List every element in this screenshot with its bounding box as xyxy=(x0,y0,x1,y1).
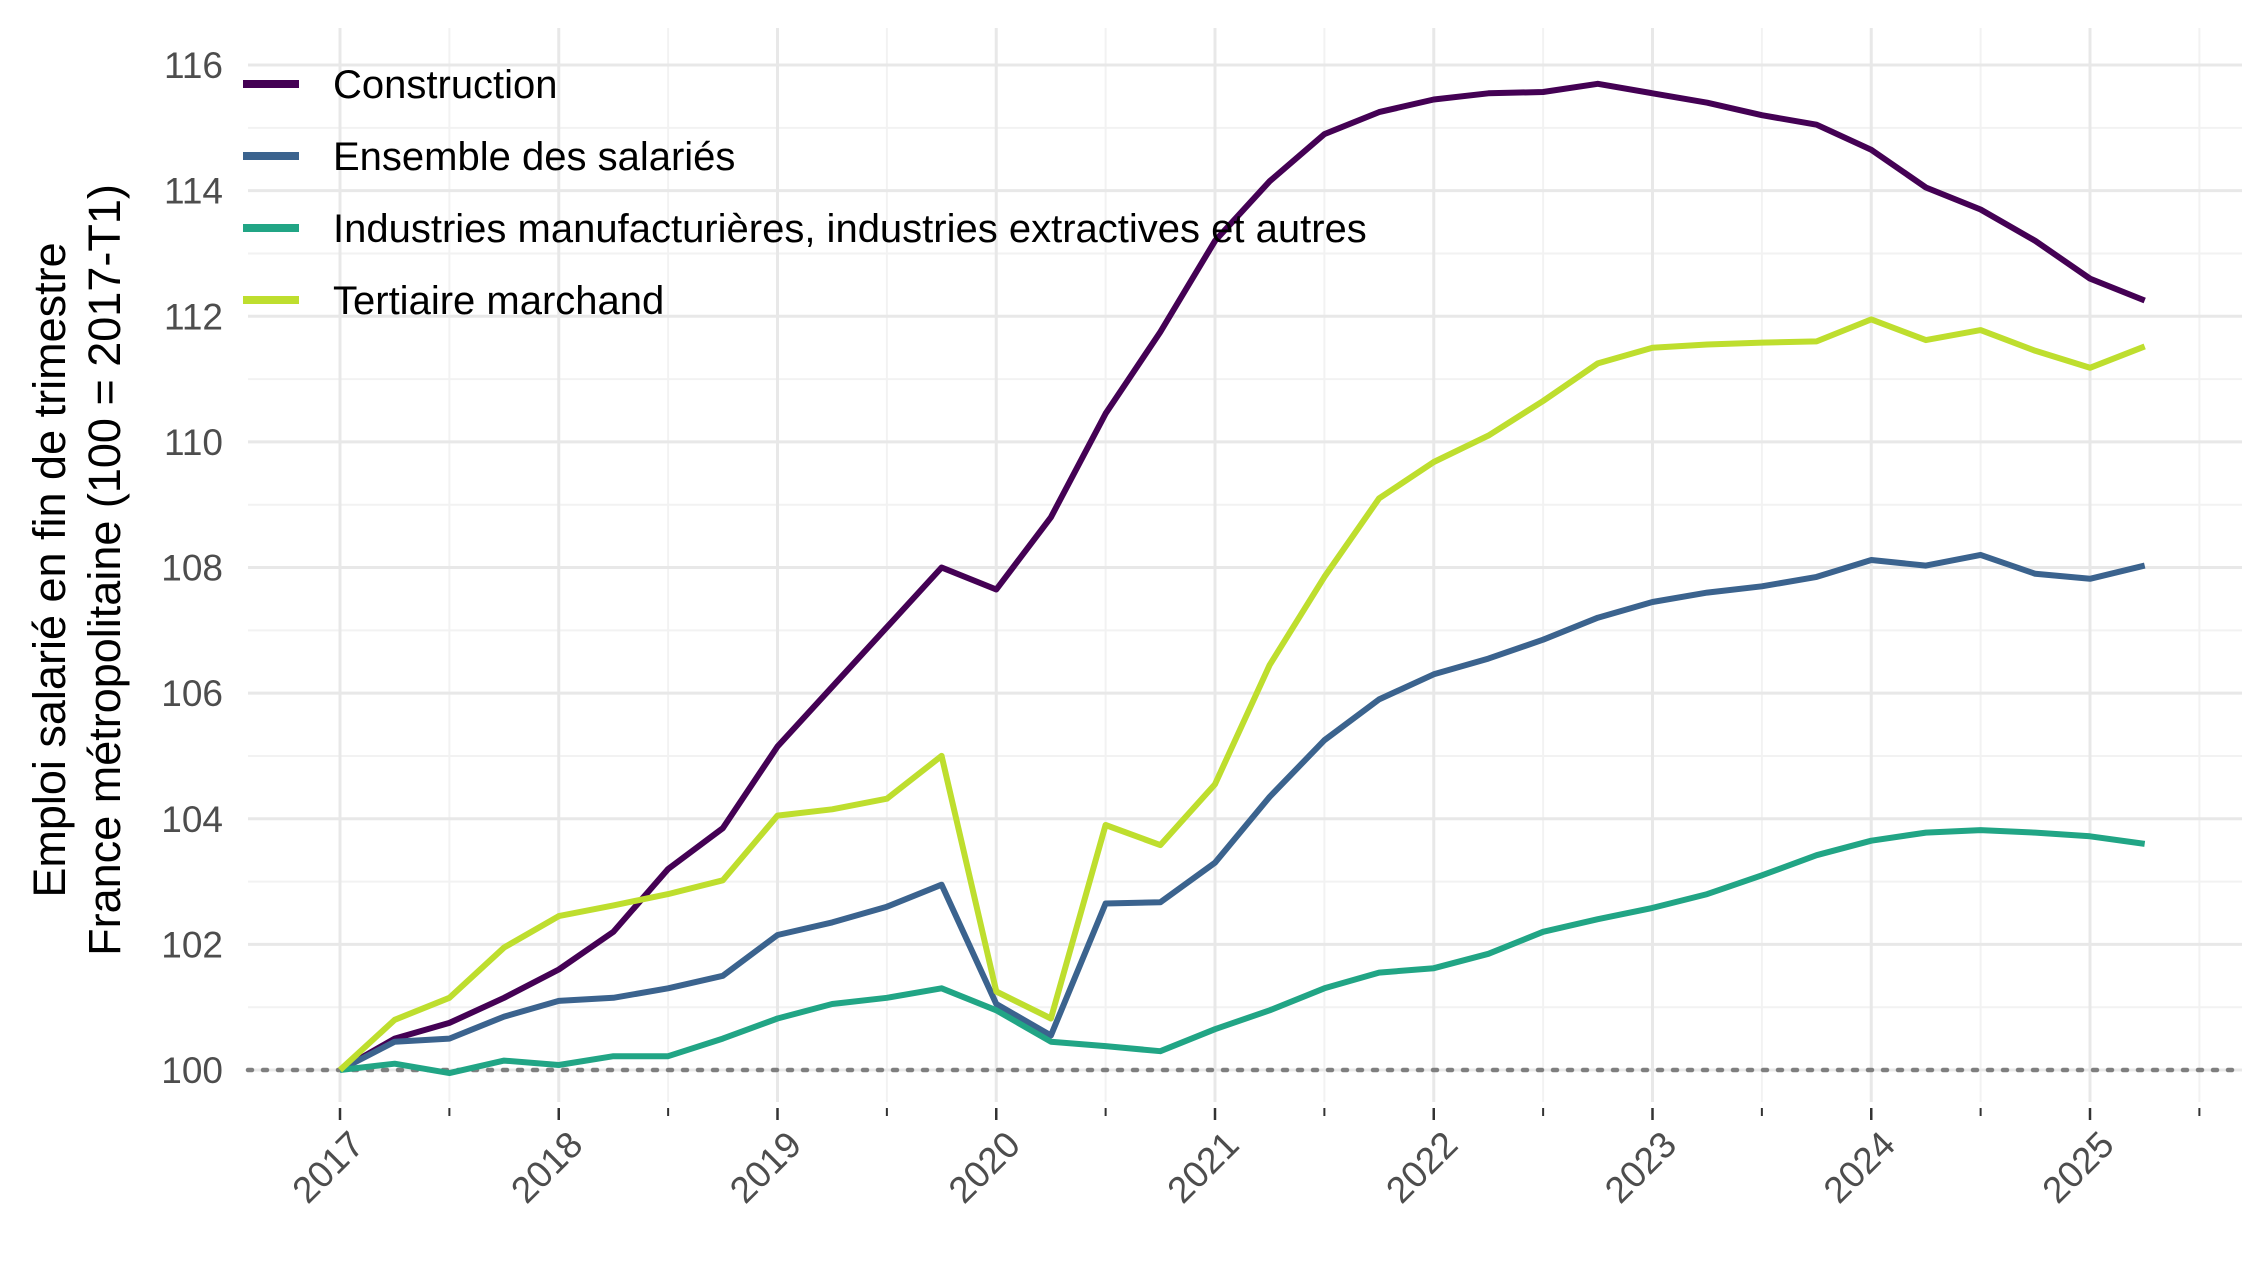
legend-label-2: Industries manufacturières, industries e… xyxy=(333,207,1367,251)
y-tick-label: 108 xyxy=(161,548,223,589)
y-axis-title-line-1: Emploi salarié en fin de trimestre xyxy=(24,242,75,897)
legend: Construction Ensemble des salariés Industr… xyxy=(243,63,1367,323)
y-tick-label: 110 xyxy=(164,422,223,463)
minor-gridlines xyxy=(248,28,2242,1102)
legend-label-3: Tertiaire marchand xyxy=(333,279,664,323)
y-tick-label: 106 xyxy=(161,673,223,714)
legend-label-0: Construction xyxy=(333,63,558,107)
y-tick-label: 114 xyxy=(164,171,223,212)
y-tick-label: 102 xyxy=(161,924,223,965)
x-tick-label: 2021 xyxy=(1159,1124,1246,1211)
x-tick-label: 2023 xyxy=(1597,1124,1684,1211)
x-tick-label: 2022 xyxy=(1378,1124,1465,1211)
x-tick-label: 2025 xyxy=(2034,1124,2121,1211)
x-tick-label: 2024 xyxy=(1816,1124,1903,1211)
y-tick-label: 112 xyxy=(164,296,223,337)
y-tick-label: 116 xyxy=(164,45,223,86)
y-axis-tick-labels: 100 102 104 106 108 110 112 114 116 xyxy=(161,45,223,1091)
x-tick-label: 2019 xyxy=(722,1124,809,1211)
series-line-3 xyxy=(337,316,2146,1073)
x-axis-tick-labels: 2017 2018 2019 2020 2021 2022 2023 2024 2025 xyxy=(284,1124,2121,1211)
x-axis-tick-marks xyxy=(338,1108,2201,1120)
y-tick-label: 104 xyxy=(161,799,223,840)
series-lines xyxy=(337,80,2146,1077)
series-line-2 xyxy=(339,827,2146,1077)
y-tick-label: 100 xyxy=(161,1050,223,1091)
x-tick-label: 2018 xyxy=(503,1124,590,1211)
x-tick-label: 2017 xyxy=(284,1124,371,1211)
y-axis-title: Emploi salarié en fin de trimestre Franc… xyxy=(24,184,130,956)
series-line-1 xyxy=(338,551,2146,1073)
y-axis-title-line-2: France métropolitaine (100 = 2017-T1) xyxy=(79,184,130,956)
x-tick-label: 2020 xyxy=(941,1124,1028,1211)
legend-label-1: Ensemble des salariés xyxy=(333,135,735,179)
